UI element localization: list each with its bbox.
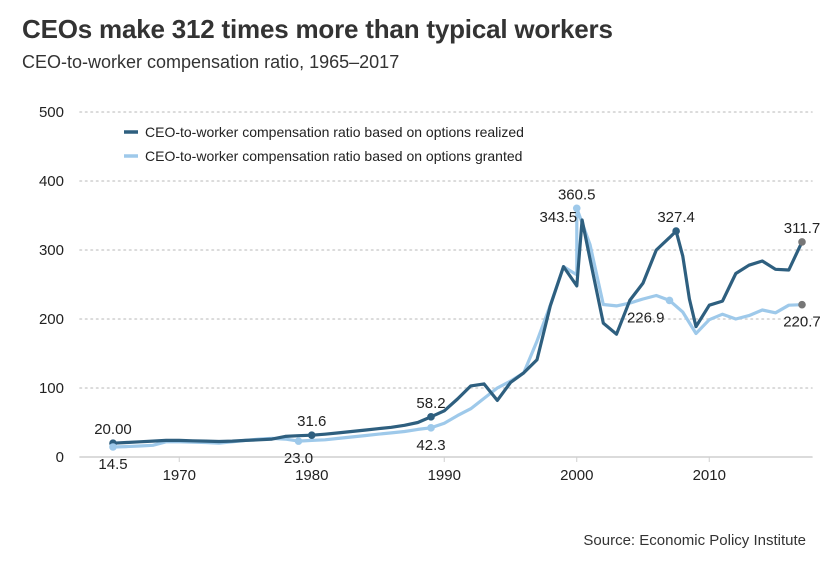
data-label: 343.5 — [540, 209, 578, 226]
x-tick-label: 2010 — [693, 467, 726, 484]
legend-label-granted: CEO-to-worker compensation ratio based o… — [145, 148, 522, 164]
legend-label-realized: CEO-to-worker compensation ratio based o… — [145, 124, 524, 140]
source-note: Source: Economic Policy Institute — [583, 532, 806, 549]
data-markers — [109, 204, 806, 451]
data-marker — [109, 443, 117, 451]
x-tick-label: 2000 — [560, 467, 593, 484]
x-tick-label: 1990 — [428, 467, 461, 484]
legend: CEO-to-worker compensation ratio based o… — [124, 124, 524, 164]
data-label: 360.5 — [558, 186, 596, 203]
y-tick-label: 500 — [39, 104, 64, 121]
y-tick-label: 100 — [39, 380, 64, 397]
y-tick-label: 0 — [56, 449, 64, 466]
data-marker — [665, 296, 674, 305]
data-label: 42.3 — [416, 437, 445, 454]
series-line-realized — [111, 218, 804, 445]
x-tick-label: 1970 — [163, 467, 196, 484]
x-axis-ticks: 1970 1980 1990 2000 2010 — [163, 457, 726, 484]
grid-lines — [79, 111, 813, 458]
chart-title: CEOs make 312 times more than typical wo… — [22, 14, 613, 44]
data-marker — [294, 437, 303, 445]
y-tick-label: 400 — [39, 173, 64, 190]
series-line-granted — [111, 206, 804, 449]
data-label: 14.5 — [98, 456, 127, 473]
data-label: 23.0 — [284, 450, 313, 467]
data-marker — [798, 300, 806, 309]
chart-subtitle: CEO-to-worker compensation ratio, 1965–2… — [22, 52, 400, 72]
data-labels: 20.00 14.5 31.6 23.0 58.2 42.3 343.5 360.5 327.4… — [94, 186, 821, 473]
data-marker — [798, 238, 806, 246]
data-marker — [427, 413, 435, 421]
y-tick-label: 200 — [39, 311, 64, 328]
data-label: 31.6 — [297, 413, 326, 430]
data-marker — [427, 424, 435, 432]
x-tick-label: 1980 — [295, 467, 328, 484]
series-lines — [111, 206, 804, 449]
data-label: 327.4 — [657, 209, 695, 226]
data-label: 311.7 — [784, 220, 820, 237]
data-label: 58.2 — [416, 395, 445, 412]
data-marker — [672, 227, 680, 235]
data-label: 226.9 — [627, 309, 665, 326]
data-label: 220.7 — [783, 314, 821, 331]
data-label: 20.00 — [94, 421, 132, 438]
data-marker — [307, 431, 316, 439]
data-marker — [572, 204, 581, 213]
y-axis-ticks: 0 100 200 300 400 500 — [39, 104, 64, 466]
y-tick-label: 300 — [39, 242, 64, 259]
